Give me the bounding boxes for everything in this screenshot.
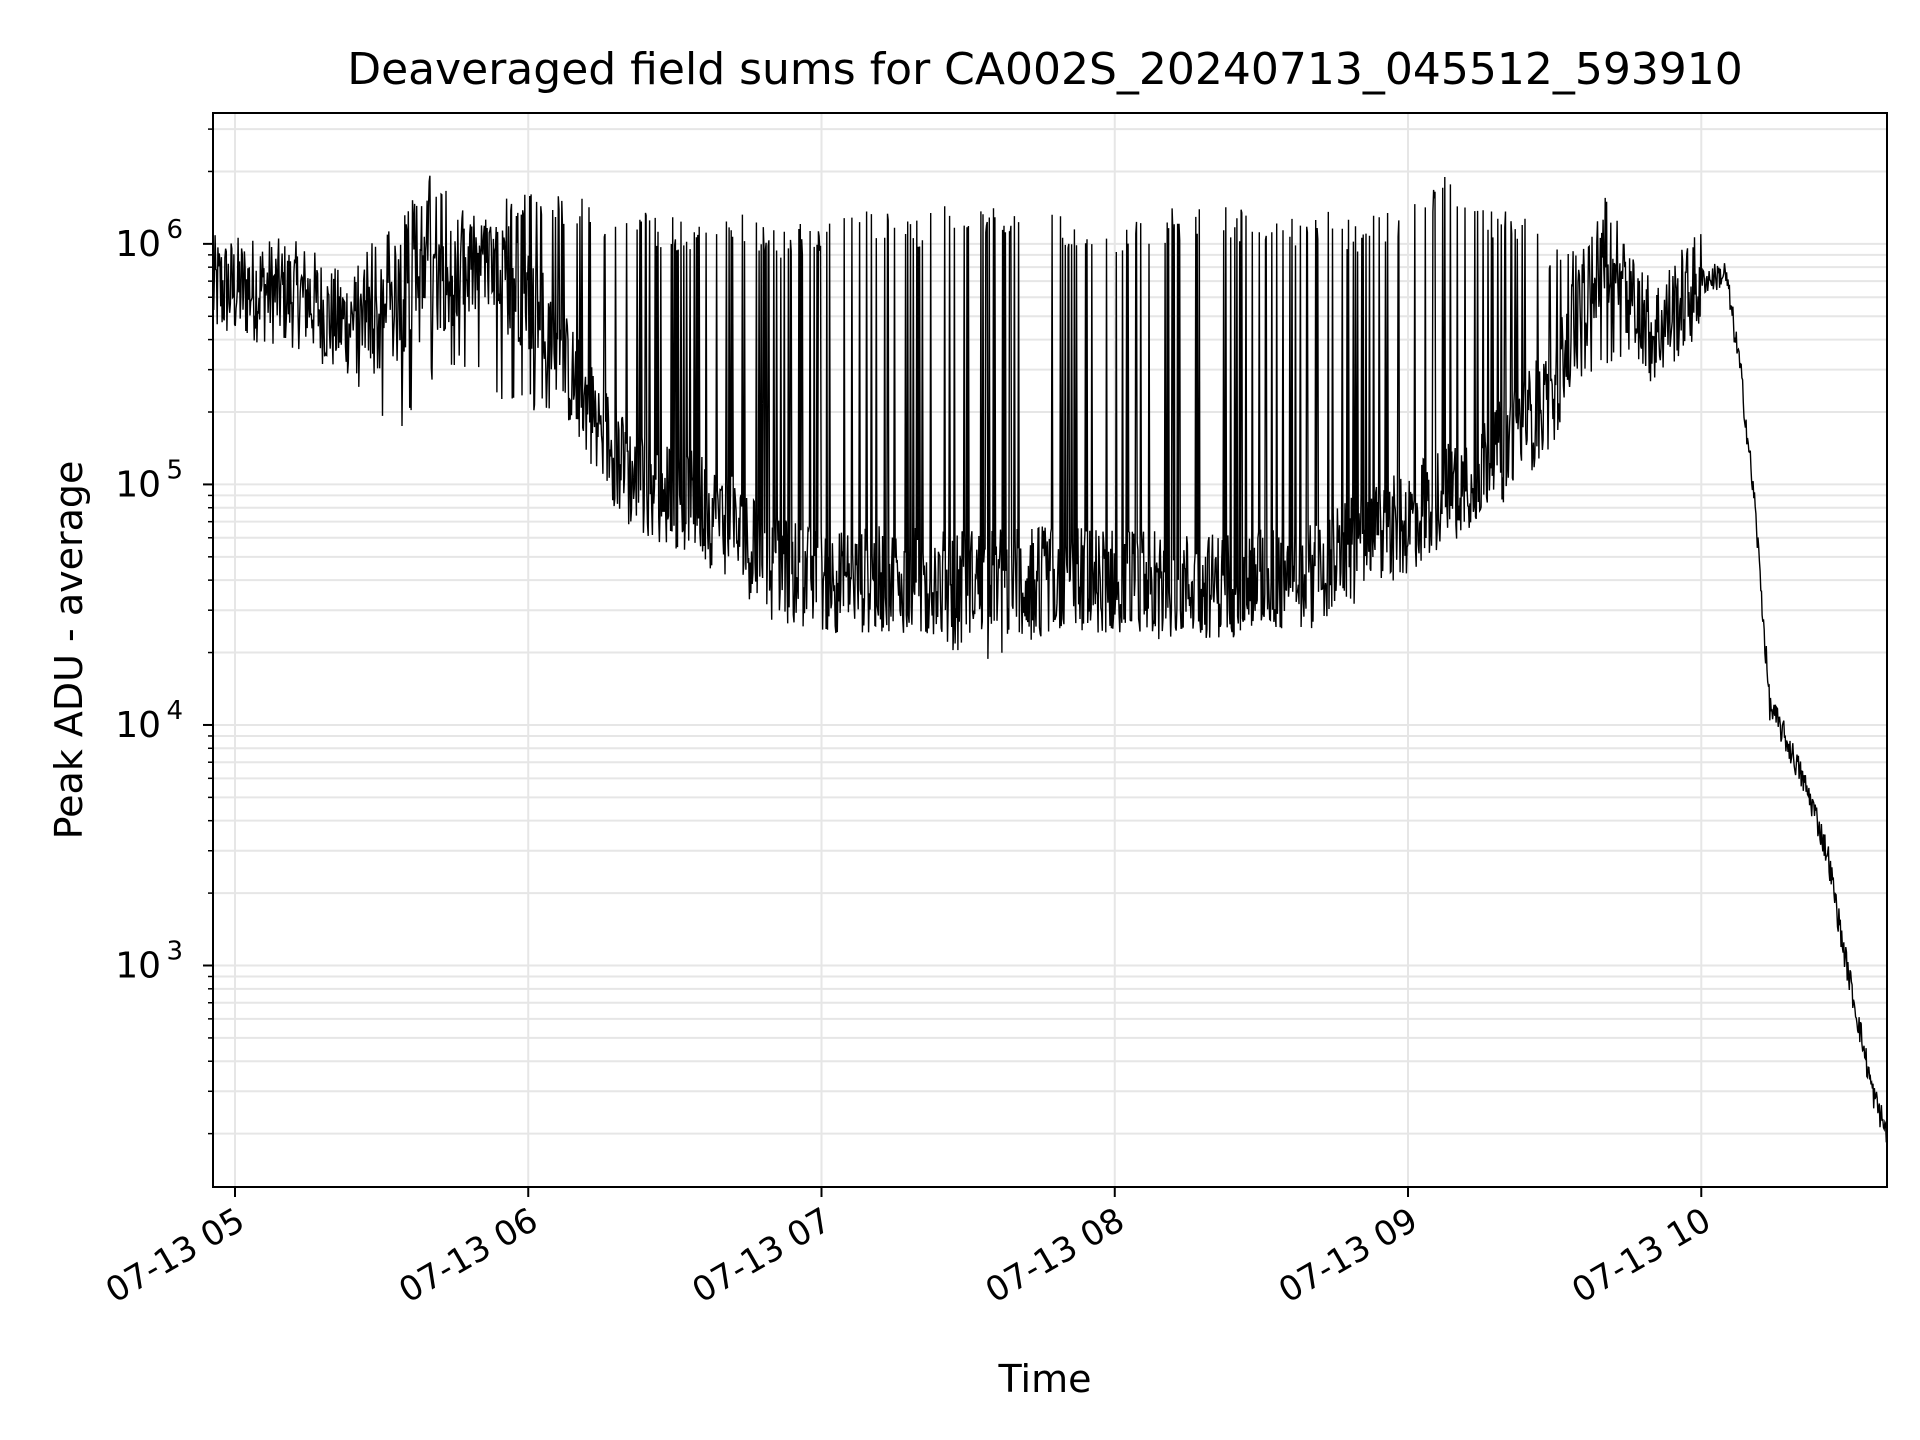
ticks-layer xyxy=(203,128,1703,1197)
y-tick-label: 10 xyxy=(115,464,161,505)
y-tick-exponent: 3 xyxy=(166,937,183,967)
plot-frame xyxy=(212,112,1888,1188)
y-tick-label: 10 xyxy=(115,705,161,746)
y-tick-exponent: 4 xyxy=(166,696,183,726)
y-tick-label: 10 xyxy=(115,946,161,987)
y-tick-label: 10 xyxy=(115,224,161,265)
data-layer xyxy=(212,175,1888,1143)
y-tick-exponent: 6 xyxy=(166,215,183,245)
y-axis-label: Peak ADU - average xyxy=(47,461,91,840)
y-tick-exponent: 5 xyxy=(166,455,183,485)
series-line xyxy=(212,175,1888,1143)
chart-title: Deaveraged field sums for CA002S_2024071… xyxy=(347,44,1743,95)
x-axis-label: Time xyxy=(998,1357,1092,1401)
